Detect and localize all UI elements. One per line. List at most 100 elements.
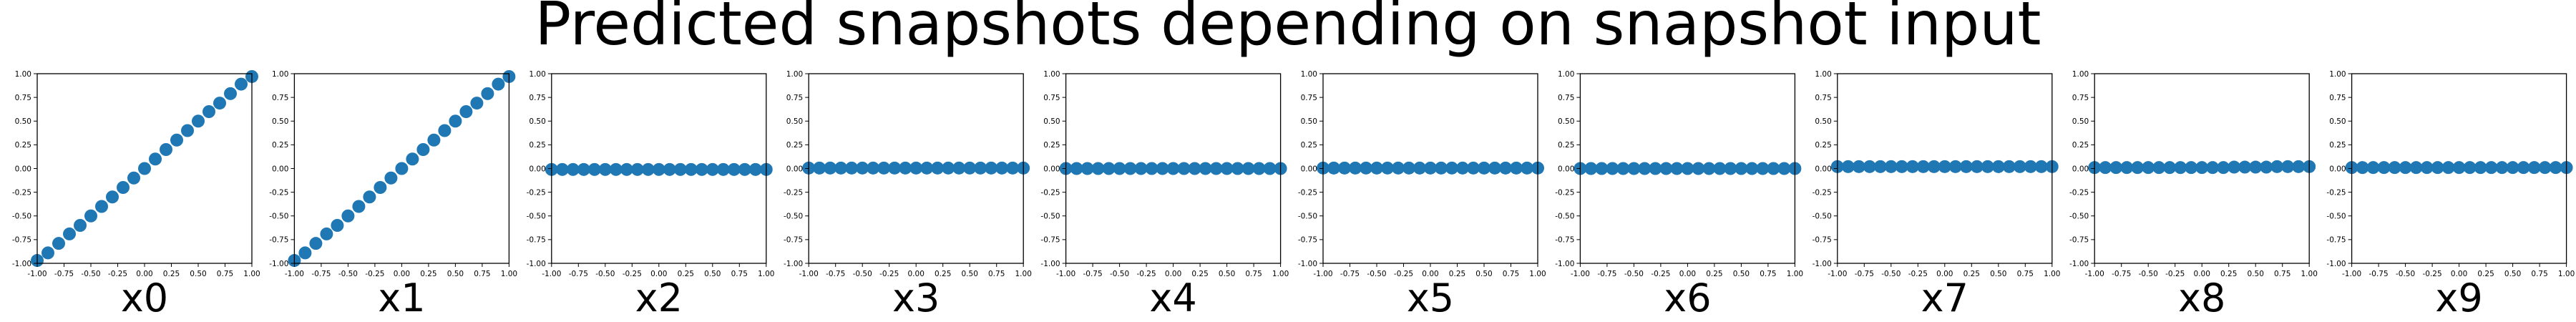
scatter-point [1906, 160, 1919, 173]
x-tick-label: -0.75 [1340, 270, 1360, 278]
x-tick-label: 0.00 [908, 270, 924, 278]
x-tick-label: 0.25 [2220, 270, 2237, 278]
x-tick-label: -0.25 [1137, 270, 1156, 278]
scatter-point [1595, 162, 1609, 175]
scatter-point [363, 190, 376, 204]
scatter-point [160, 143, 172, 156]
scatter-point [235, 77, 248, 91]
subplot-x5: -1.00 -1.00 -0.75 -0.75 -0.50 -0.50 -0.25 -0.25… [1298, 70, 1546, 321]
x-tick-label: 0.50 [1475, 270, 1492, 278]
y-tick-label: 0.75 [1815, 94, 1831, 102]
scatter-point [2527, 161, 2541, 175]
scatter-point [1991, 160, 2005, 173]
y-tick-label: 0.75 [15, 94, 31, 102]
scatter-point [609, 162, 623, 176]
scatter-point [1713, 162, 1727, 175]
scatter-point [684, 162, 698, 176]
x-tick-label: -0.50 [1881, 270, 1901, 278]
scatter-point [1370, 161, 1383, 175]
x-tick-label: 0.25 [1706, 270, 1722, 278]
x-tick-label: 0.00 [1165, 270, 1181, 278]
scatter-point [995, 161, 1009, 175]
scatter-point [2260, 160, 2273, 174]
x-tick-label: -0.50 [1624, 270, 1644, 278]
scatter-point [213, 97, 226, 110]
y-tick-label: -0.75 [1040, 236, 1060, 245]
scatter-point [974, 161, 987, 175]
x-tick-label: 0.50 [1219, 270, 1235, 278]
y-tick-label: 0.25 [1815, 141, 1831, 150]
x-tick-label: 1.00 [501, 270, 517, 278]
x-tick-label: 0.00 [2451, 270, 2467, 278]
scatter-point [1070, 162, 1083, 175]
y-tick-label: -1.00 [12, 260, 31, 268]
scatter-point [695, 162, 708, 176]
scatter-point [738, 162, 751, 176]
x-tick-label: 0.25 [420, 270, 436, 278]
scatter-point [2195, 161, 2209, 175]
y-tick-label: -0.75 [2069, 236, 2089, 245]
x-tick-label: -1.00 [1571, 270, 1590, 278]
subplot-x6: -1.00 -1.00 -0.75 -0.75 -0.50 -0.50 -0.25 -0.25… [1555, 70, 1803, 321]
scatter-point [1777, 162, 1791, 175]
y-tick-label: -0.75 [1298, 236, 1317, 245]
scatter-point [1091, 162, 1105, 175]
scatter-point [1467, 161, 1480, 175]
scatter-point [2484, 161, 2498, 175]
x-axis-label: x7 [1921, 275, 1968, 321]
scatter-point [1445, 161, 1458, 175]
y-tick-label: 0.75 [2329, 94, 2346, 102]
x-tick-label: 0.75 [1245, 270, 1262, 278]
scatter-point [1381, 161, 1394, 175]
scatter-point [438, 124, 452, 137]
scatter-point [1884, 160, 1898, 173]
scatter-point [2463, 161, 2477, 175]
scatter-point [1649, 162, 1662, 175]
x-tick-label: -1.00 [1056, 270, 1075, 278]
scatter-point [2131, 161, 2145, 175]
y-tick-label: 0.50 [1815, 117, 1831, 126]
scatter-point [942, 161, 955, 175]
scatter-point [74, 219, 87, 232]
x-tick-label: 0.00 [1679, 270, 1696, 278]
scatter-point [1402, 161, 1415, 175]
y-tick-label: -1.00 [2069, 260, 2089, 268]
y-tick-label: 0.25 [15, 141, 31, 150]
x-tick-label: 0.75 [988, 270, 1005, 278]
y-tick-label: -0.75 [12, 236, 31, 245]
scatter-point [1177, 162, 1191, 175]
scatter-series [545, 162, 773, 176]
scatter-point [2163, 161, 2177, 175]
scatter-point [673, 162, 687, 176]
x-tick-label: -0.75 [1855, 270, 1874, 278]
y-tick-label: -1.00 [1298, 260, 1317, 268]
scatter-point [952, 161, 966, 175]
scatter-point [1873, 160, 1887, 173]
y-tick-label: 0.50 [786, 117, 803, 126]
x-tick-label: 0.25 [2477, 270, 2494, 278]
scatter-point [2506, 161, 2519, 175]
scatter-point [352, 200, 366, 213]
y-tick-label: 1.00 [529, 70, 545, 79]
y-tick-label: -0.25 [1813, 188, 1832, 197]
x-tick-label: -0.25 [1394, 270, 1413, 278]
y-tick-label: 1.00 [1558, 70, 1574, 79]
scatter-series [1317, 161, 1544, 175]
y-tick-label: -0.75 [1555, 236, 1574, 245]
scatter-point [727, 162, 741, 176]
scatter-point [1895, 160, 1908, 173]
x-tick-label: 0.25 [678, 270, 694, 278]
scatter-point [1670, 162, 1684, 175]
x-tick-label: -0.75 [54, 270, 74, 278]
scatter-point [1756, 162, 1770, 175]
y-tick-label: -1.00 [1813, 260, 1832, 268]
y-tick-label: 0.50 [1043, 117, 1060, 126]
scatter-point [106, 190, 119, 204]
scatter-point [2356, 161, 2369, 175]
subplot-x3: -1.00 -1.00 -0.75 -0.75 -0.50 -0.50 -0.25 -0.25… [784, 70, 1032, 321]
scatter-point [706, 162, 719, 176]
y-tick-label: -0.50 [1298, 213, 1317, 221]
y-tick-label: -1.00 [2326, 260, 2346, 268]
y-tick-label: -0.25 [527, 188, 546, 197]
y-tick-label: -0.25 [269, 188, 288, 197]
